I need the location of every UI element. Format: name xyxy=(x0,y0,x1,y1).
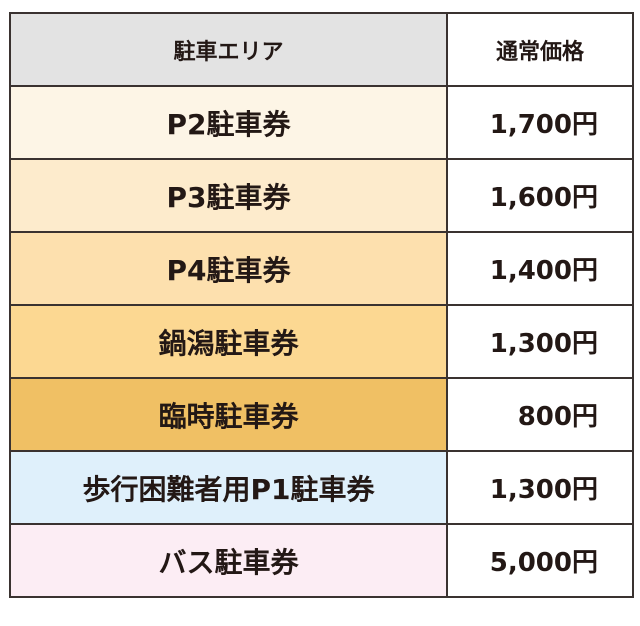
area-cell: P3駐車券 xyxy=(9,158,448,233)
table-row: P4駐車券 1,400円 xyxy=(9,231,634,306)
table-row: P2駐車券 1,700円 xyxy=(9,85,634,160)
table-row: 臨時駐車券 800円 xyxy=(9,377,634,452)
area-cell: P2駐車券 xyxy=(9,85,448,160)
price-cell: 800円 xyxy=(446,377,634,452)
area-cell: 臨時駐車券 xyxy=(9,377,448,452)
area-cell: 鍋潟駐車券 xyxy=(9,304,448,379)
price-cell: 5,000円 xyxy=(446,523,634,598)
header-price: 通常価格 xyxy=(446,12,634,87)
parking-price-table: 駐車エリア 通常価格 P2駐車券 1,700円 P3駐車券 1,600円 P4駐車券… xyxy=(9,12,634,598)
area-cell: 歩行困難者用P1駐車券 xyxy=(9,450,448,525)
table-header-row: 駐車エリア 通常価格 xyxy=(9,12,634,87)
table-row: P3駐車券 1,600円 xyxy=(9,158,634,233)
area-cell: バス駐車券 xyxy=(9,523,448,598)
table-row: 鍋潟駐車券 1,300円 xyxy=(9,304,634,379)
area-cell: P4駐車券 xyxy=(9,231,448,306)
price-cell: 1,300円 xyxy=(446,304,634,379)
price-cell: 1,300円 xyxy=(446,450,634,525)
table-row: 歩行困難者用P1駐車券 1,300円 xyxy=(9,450,634,525)
price-cell: 1,400円 xyxy=(446,231,634,306)
price-cell: 1,700円 xyxy=(446,85,634,160)
table-row: バス駐車券 5,000円 xyxy=(9,523,634,598)
header-area: 駐車エリア xyxy=(9,12,448,87)
price-cell: 1,600円 xyxy=(446,158,634,233)
